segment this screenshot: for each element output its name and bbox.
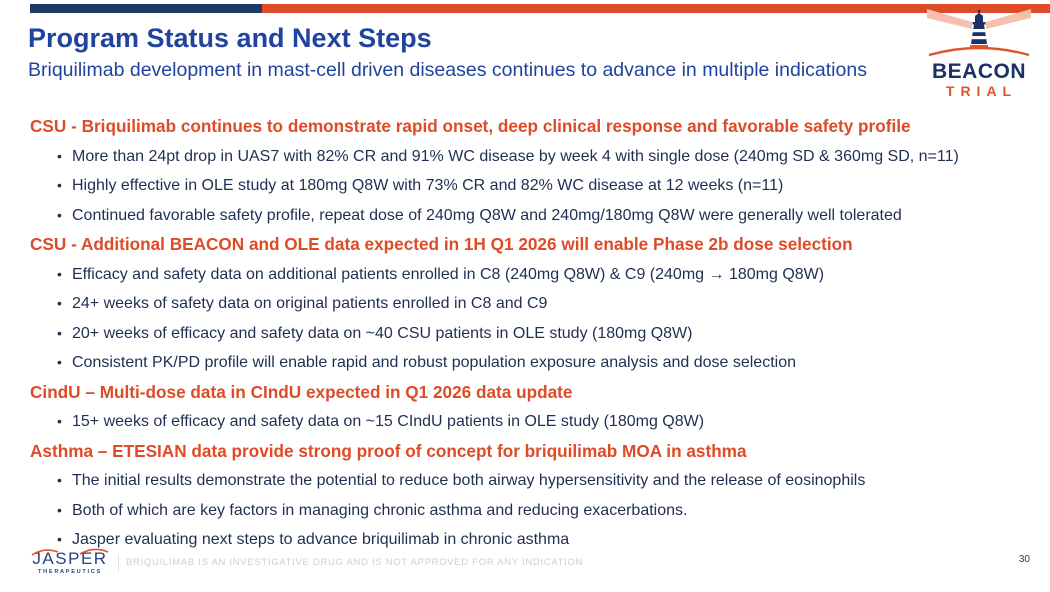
accent-bar-orange — [262, 4, 1050, 13]
bullet-item: Both of which are key factors in managin… — [30, 496, 1044, 526]
bullet-item: Efficacy and safety data on additional p… — [30, 260, 1044, 290]
section-heading-csu-status: CSU - Briquilimab continues to demonstra… — [30, 116, 911, 136]
bullet-item: 15+ weeks of efficacy and safety data on… — [30, 407, 1044, 437]
beacon-trial-logo: BEACON TRIAL — [914, 8, 1044, 100]
jasper-therapeutics-logo: JASPER THERAPEUTICS — [28, 548, 112, 576]
jasper-logo-text: JASPER — [32, 549, 108, 568]
lighthouse-icon — [927, 9, 1031, 57]
section-heading-csu-data: CSU - Additional BEACON and OLE data exp… — [30, 234, 853, 254]
beacon-logo-text: BEACON — [931, 60, 1026, 83]
bullet-item: 24+ weeks of safety data on original pat… — [30, 289, 1044, 319]
slide-body: CSU - Briquilimab continues to demonstra… — [30, 112, 1044, 555]
bullet-item: Jasper evaluating next steps to advance … — [30, 525, 1044, 555]
beacon-logo-subtext: TRIAL — [945, 83, 1018, 99]
bullet-item: Highly effective in OLE study at 180mg Q… — [30, 171, 1044, 201]
jasper-swoosh-icon — [31, 548, 109, 556]
footer-divider — [118, 555, 119, 572]
jasper-logo-subtext: THERAPEUTICS — [38, 569, 102, 575]
section-heading-asthma: Asthma – ETESIAN data provide strong pro… — [30, 440, 747, 461]
bullet-item: The initial results demonstrate the pote… — [30, 466, 1044, 496]
page-number: 30 — [1018, 554, 1030, 565]
accent-bar-blue — [30, 4, 262, 13]
bullet-item: Consistent PK/PD profile will enable rap… — [30, 348, 1044, 378]
section-heading-cindu: CindU – Multi-dose data in CIndU expecte… — [30, 381, 573, 402]
disclaimer-text: BRIQUILIMAB IS AN INVESTIGATIVE DRUG AND… — [126, 557, 584, 568]
bullet-item: Continued favorable safety profile, repe… — [30, 201, 1044, 231]
bullet-item: More than 24pt drop in UAS7 with 82% CR … — [30, 142, 1044, 172]
page-subtitle: Briquilimab development in mast-cell dri… — [28, 59, 867, 81]
bullet-item: 20+ weeks of efficacy and safety data on… — [30, 319, 1044, 349]
page-title: Program Status and Next Steps — [28, 23, 432, 53]
